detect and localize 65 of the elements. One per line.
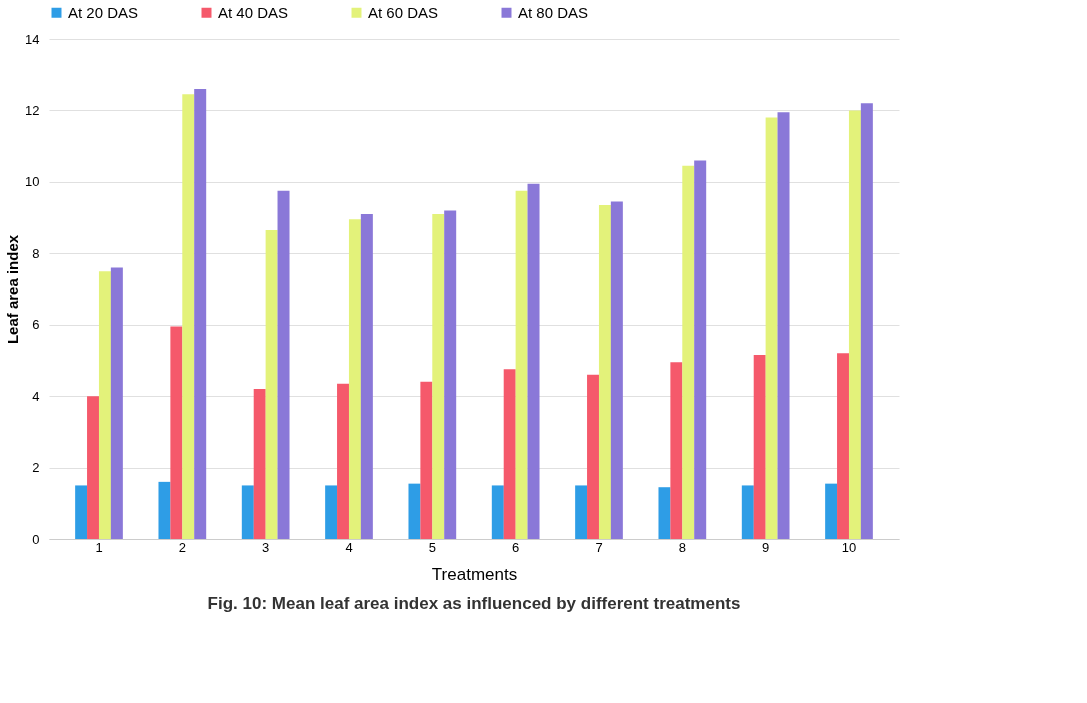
bar xyxy=(170,326,183,539)
x-tick-label: 5 xyxy=(428,539,436,555)
x-tick-label: 9 xyxy=(762,539,770,555)
bar xyxy=(98,271,111,539)
text: Fig. 10: Mean leaf area index as influenced by different treatments xyxy=(207,594,741,613)
bar xyxy=(158,481,171,539)
bar xyxy=(837,353,850,539)
bar xyxy=(360,214,373,539)
x-tick-label: 6 xyxy=(512,539,520,555)
bar xyxy=(825,483,838,539)
x-tick-label: 3 xyxy=(262,539,270,555)
bar xyxy=(527,183,540,539)
x-axis-title: Treatments xyxy=(431,564,518,584)
x-tick-label: 2 xyxy=(178,539,186,555)
bar xyxy=(670,362,683,539)
bar xyxy=(515,190,528,539)
bar xyxy=(765,117,778,539)
legend-label: At 80 DAS xyxy=(518,3,589,21)
bar xyxy=(241,485,254,539)
bar xyxy=(194,89,207,539)
bar xyxy=(75,485,88,539)
bar xyxy=(598,205,611,539)
bar xyxy=(777,112,790,539)
bar xyxy=(491,485,504,539)
bar xyxy=(110,267,123,539)
bar xyxy=(848,110,861,539)
bar xyxy=(265,230,278,539)
legend-label: At 40 DAS xyxy=(218,3,289,21)
y-axis-title: Leaf area index xyxy=(4,234,22,345)
bar xyxy=(325,485,338,539)
bar xyxy=(87,396,100,539)
bar xyxy=(337,383,350,539)
y-tick-label: 8 xyxy=(32,245,40,261)
x-tick-label: 8 xyxy=(678,539,686,555)
bar xyxy=(420,381,433,539)
bar xyxy=(432,214,445,539)
x-tick-label: 7 xyxy=(595,539,603,555)
y-tick-label: 12 xyxy=(25,102,40,118)
x-tick-label: 1 xyxy=(95,539,103,555)
bar xyxy=(587,374,600,539)
bar xyxy=(658,487,671,539)
bar xyxy=(682,165,695,539)
bar xyxy=(753,355,766,539)
bar xyxy=(348,219,361,539)
y-tick-label: 2 xyxy=(32,460,40,476)
bar xyxy=(860,103,873,539)
x-tick-label: 4 xyxy=(345,539,353,555)
bar xyxy=(610,201,623,539)
bar xyxy=(277,190,290,539)
legend-label: At 60 DAS xyxy=(368,3,439,21)
y-tick-label: 10 xyxy=(25,174,40,190)
bar xyxy=(253,389,266,539)
bar xyxy=(575,485,588,539)
legend-label: At 20 DAS xyxy=(68,3,139,21)
x-tick-label: 10 xyxy=(841,539,857,555)
y-tick-label: 14 xyxy=(25,31,40,47)
y-tick-label: 6 xyxy=(32,317,40,333)
bar xyxy=(503,369,516,539)
bar xyxy=(741,485,754,539)
y-tick-label: 4 xyxy=(32,388,40,404)
bar xyxy=(182,94,195,539)
bar xyxy=(408,483,421,539)
y-tick-label: 0 xyxy=(32,531,40,547)
bar xyxy=(694,160,707,539)
bar xyxy=(444,210,457,539)
